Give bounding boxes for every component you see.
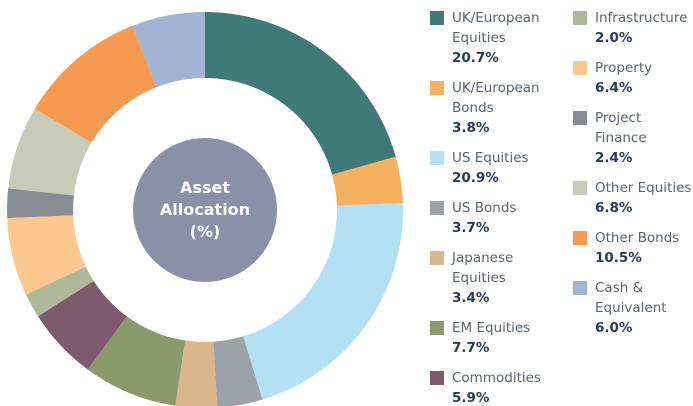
value-label: 7.7% — [452, 340, 490, 356]
legend-item: EM Equities 7.7% — [430, 318, 551, 358]
value-label: 2.4% — [595, 150, 633, 166]
value-label: 2.0% — [595, 30, 633, 46]
value-label: 3.8% — [452, 120, 490, 136]
legend-swatch — [430, 251, 444, 265]
value-label: 6.4% — [595, 80, 633, 96]
slice — [205, 12, 396, 175]
legend-column: Infrastructure 2.0% Property 6.4% Project Fi… — [573, 8, 693, 406]
slice — [243, 203, 403, 400]
slice — [7, 188, 74, 219]
legend-item: US Equities 20.9% — [430, 148, 551, 188]
legend-label: Infrastructure — [595, 10, 688, 26]
legend-swatch — [573, 61, 587, 75]
legend-item: Cash & Equivalent 6.0% — [573, 278, 693, 338]
slice — [132, 11, 205, 88]
legend-swatch — [573, 231, 587, 245]
value-label: 3.7% — [452, 220, 490, 236]
value-label: 5.9% — [452, 390, 490, 406]
slice — [332, 156, 403, 206]
legend-item: UK/European Equities 20.7% — [430, 8, 551, 68]
legend-swatch — [573, 11, 587, 25]
slice — [26, 266, 94, 317]
legend-label: Japanese Equities — [452, 250, 514, 286]
legend-swatch — [430, 81, 444, 95]
chart-title: Asset Allocation (%) — [160, 178, 250, 241]
legend-label: EM Equities — [452, 320, 531, 336]
legend-label: Project Finance — [595, 110, 647, 146]
legend-item: US Bonds 3.7% — [430, 198, 551, 238]
legend-label: Cash & Equivalent — [595, 280, 667, 316]
legend-item: Infrastructure 2.0% — [573, 8, 693, 48]
legend-swatch — [430, 201, 444, 215]
center-circle — [133, 138, 277, 282]
slice — [213, 336, 263, 406]
legend-item: Property 6.4% — [573, 58, 693, 98]
legend-label: US Equities — [452, 150, 529, 166]
legend-swatch — [430, 151, 444, 165]
legend: UK/European Equities 20.7% UK/European Bon… — [430, 8, 693, 406]
legend-item: UK/European Bonds 3.8% — [430, 78, 551, 138]
value-label: 3.4% — [452, 290, 490, 306]
slice — [7, 215, 86, 295]
legend-swatch — [430, 321, 444, 335]
legend-label: Other Equities — [595, 180, 692, 196]
slice — [175, 340, 218, 406]
legend-label: Other Bonds — [595, 230, 680, 246]
legend-column: UK/European Equities 20.7% UK/European Bon… — [430, 8, 551, 406]
value-label: 20.7% — [452, 50, 499, 66]
legend-item: Project Finance 2.4% — [573, 108, 693, 168]
slice — [87, 316, 186, 406]
legend-swatch — [573, 111, 587, 125]
legend-label: Commodities — [452, 370, 541, 386]
legend-swatch — [430, 11, 444, 25]
value-label: 20.9% — [452, 170, 499, 186]
legend-swatch — [430, 371, 444, 385]
legend-label: UK/European Equities — [452, 10, 540, 46]
slice — [34, 25, 157, 143]
legend-item: Other Bonds 10.5% — [573, 228, 693, 268]
value-label: 10.5% — [595, 250, 642, 266]
legend-item: Other Equities 6.8% — [573, 178, 693, 218]
slice — [8, 108, 92, 196]
legend-swatch — [573, 181, 587, 195]
legend-item: Commodities 5.9% — [430, 368, 551, 406]
slice — [38, 280, 127, 370]
legend-label: UK/European Bonds — [452, 80, 540, 116]
value-label: 6.0% — [595, 320, 633, 336]
legend-swatch — [573, 281, 587, 295]
value-label: 6.8% — [595, 200, 633, 216]
legend-item: Japanese Equities 3.4% — [430, 248, 551, 308]
legend-label: Property — [595, 60, 653, 76]
legend-label: US Bonds — [452, 200, 517, 216]
